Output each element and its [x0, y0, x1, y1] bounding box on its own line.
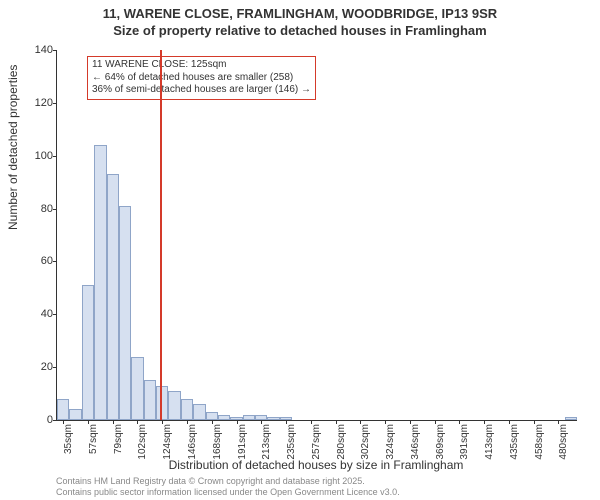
y-tick-mark	[53, 103, 57, 104]
histogram-bar	[119, 206, 131, 420]
histogram-bar	[156, 386, 168, 420]
x-tick-label: 213sqm	[261, 424, 272, 460]
histogram-bar	[107, 174, 119, 420]
x-tick-label: 324sqm	[385, 424, 396, 460]
x-tick-label: 458sqm	[534, 424, 545, 460]
histogram-bar	[131, 357, 143, 420]
histogram-bar	[193, 404, 205, 420]
histogram-bar	[181, 399, 193, 420]
x-tick-label: 124sqm	[162, 424, 173, 460]
histogram-bar	[565, 417, 577, 420]
histogram-bar	[57, 399, 69, 420]
histogram-bar	[82, 285, 94, 420]
histogram-bar	[144, 380, 156, 420]
x-tick-label: 280sqm	[336, 424, 347, 460]
x-tick-label: 413sqm	[484, 424, 495, 460]
x-tick-label: 57sqm	[88, 424, 99, 454]
annotation-line-3: 36% of semi-detached houses are larger (…	[92, 84, 311, 97]
y-axis-label: Number of detached properties	[6, 65, 20, 230]
title-line-1: 11, WARENE CLOSE, FRAMLINGHAM, WOODBRIDG…	[0, 6, 600, 23]
histogram-bar	[168, 391, 180, 420]
y-tick-mark	[53, 314, 57, 315]
x-tick-label: 369sqm	[435, 424, 446, 460]
x-tick-label: 257sqm	[311, 424, 322, 460]
annotation-box: 11 WARENE CLOSE: 125sqm ← 64% of detache…	[87, 56, 316, 100]
histogram-bar	[94, 145, 106, 420]
histogram-bar	[69, 409, 81, 420]
annotation-line-2: ← 64% of detached houses are smaller (25…	[92, 72, 311, 85]
x-tick-label: 302sqm	[360, 424, 371, 460]
footer-line-1: Contains HM Land Registry data © Crown c…	[56, 476, 400, 487]
histogram-bar	[218, 415, 230, 420]
x-tick-label: 346sqm	[410, 424, 421, 460]
footer-line-2: Contains public sector information licen…	[56, 487, 400, 498]
chart-title: 11, WARENE CLOSE, FRAMLINGHAM, WOODBRIDG…	[0, 0, 600, 40]
x-tick-label: 391sqm	[459, 424, 470, 460]
y-tick-mark	[53, 156, 57, 157]
x-tick-label: 480sqm	[558, 424, 569, 460]
histogram-bar	[267, 417, 279, 420]
annotation-line-1: 11 WARENE CLOSE: 125sqm	[92, 59, 311, 72]
plot-area: 11 WARENE CLOSE: 125sqm ← 64% of detache…	[56, 50, 577, 421]
reference-marker-line	[160, 50, 162, 420]
y-tick-mark	[53, 209, 57, 210]
x-tick-label: 168sqm	[212, 424, 223, 460]
y-tick-mark	[53, 261, 57, 262]
x-tick-label: 191sqm	[237, 424, 248, 460]
histogram-bar	[206, 412, 218, 420]
x-tick-label: 235sqm	[286, 424, 297, 460]
y-tick-mark	[53, 420, 57, 421]
x-tick-label: 102sqm	[137, 424, 148, 460]
footer-attribution: Contains HM Land Registry data © Crown c…	[56, 476, 400, 498]
title-line-2: Size of property relative to detached ho…	[0, 23, 600, 40]
x-tick-label: 79sqm	[113, 424, 124, 454]
y-tick-mark	[53, 50, 57, 51]
x-tick-label: 435sqm	[509, 424, 520, 460]
x-tick-label: 146sqm	[187, 424, 198, 460]
x-tick-label: 35sqm	[63, 424, 74, 454]
y-tick-mark	[53, 367, 57, 368]
x-axis-label: Distribution of detached houses by size …	[56, 458, 576, 472]
histogram-bar	[243, 415, 255, 420]
chart-container: 11, WARENE CLOSE, FRAMLINGHAM, WOODBRIDG…	[0, 0, 600, 500]
